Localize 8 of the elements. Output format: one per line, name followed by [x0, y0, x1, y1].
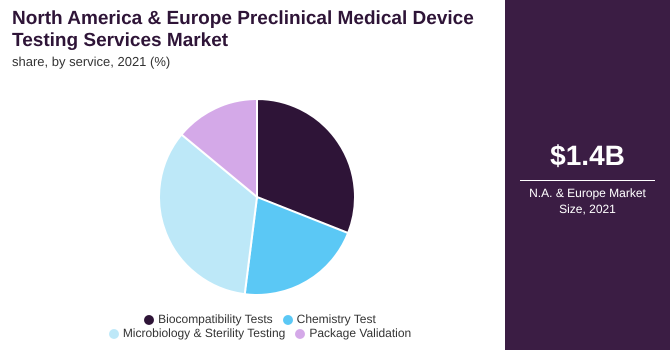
legend-label: Package Validation [309, 326, 412, 340]
chart-subtitle: share, by service, 2021 (%) [12, 54, 170, 69]
legend-label: Chemistry Test [296, 312, 376, 326]
chart-title: North America & Europe Preclinical Medical Device Testing Services Market [12, 8, 475, 52]
legend-label: Biocompatibility Tests [158, 312, 273, 326]
legend-label: Microbiology & Sterility Testing [122, 326, 286, 340]
text: $1.4B [549, 140, 626, 172]
text: N.A. & Europe Market Size, 2021 [520, 180, 655, 217]
